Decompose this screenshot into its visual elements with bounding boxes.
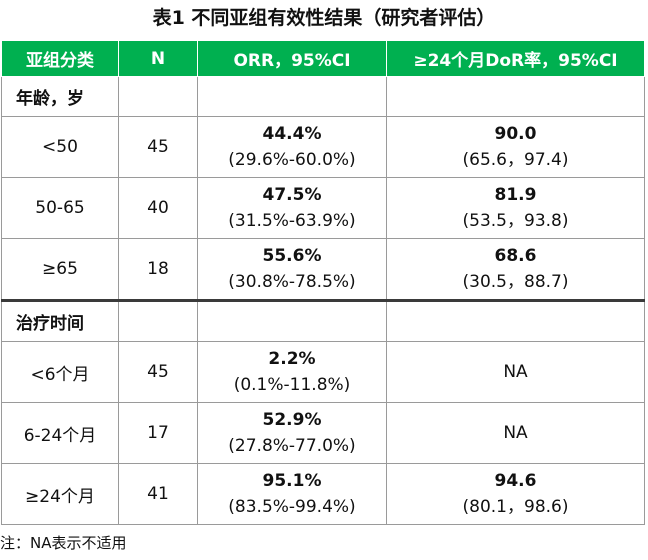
- orr-value: 55.6%: [262, 246, 322, 266]
- orr-ci: (31.5%-63.9%): [228, 211, 356, 231]
- subgroup-cell: ≥24个月: [1, 463, 119, 525]
- orr-value: 95.1%: [262, 471, 322, 491]
- orr-ci: (30.8%-78.5%): [228, 272, 356, 292]
- header-n: N: [118, 40, 198, 77]
- section-row-treatment-time: 治疗时间: [1, 299, 645, 342]
- subgroup-cell: ≥65: [1, 238, 119, 301]
- orr-value: 47.5%: [262, 185, 322, 205]
- dor-cell: 94.6 (80.1，98.6): [386, 463, 645, 525]
- subgroup-efficacy-table: 亚组分类 N ORR，95%CI ≥24个月DoR率，95%CI 年龄，岁 <5…: [1, 40, 645, 525]
- dor-value: 94.6: [494, 471, 537, 491]
- footnote: 注：NA表示不适用: [0, 534, 127, 552]
- orr-cell: 95.1% (83.5%-99.4%): [197, 463, 387, 525]
- n-cell: 45: [118, 341, 198, 403]
- orr-value: 52.9%: [262, 410, 322, 430]
- table-row: <6个月 45 2.2% (0.1%-11.8%) NA: [1, 341, 645, 403]
- orr-cell: 44.4% (29.6%-60.0%): [197, 116, 387, 178]
- dor-ci: (65.6，97.4): [462, 150, 569, 170]
- subgroup-cell: <6个月: [1, 341, 119, 403]
- dor-ci: (30.5，88.7): [462, 272, 569, 292]
- orr-value: 44.4%: [262, 124, 322, 144]
- orr-cell: 52.9% (27.8%-77.0%): [197, 402, 387, 464]
- dor-cell: 81.9 (53.5，93.8): [386, 177, 645, 239]
- dor-cell: NA: [386, 341, 645, 403]
- section-row-age: 年龄，岁: [1, 76, 645, 117]
- dor-value: 68.6: [494, 246, 537, 266]
- table-row: 50-65 40 47.5% (31.5%-63.9%) 81.9 (53.5，…: [1, 177, 645, 239]
- table-row: 6-24个月 17 52.9% (27.8%-77.0%) NA: [1, 402, 645, 464]
- dor-ci: (80.1，98.6): [462, 497, 569, 517]
- orr-ci: (0.1%-11.8%): [233, 375, 351, 395]
- n-cell: 45: [118, 116, 198, 178]
- n-cell: 40: [118, 177, 198, 239]
- subgroup-cell: 50-65: [1, 177, 119, 239]
- orr-value: 2.2%: [268, 349, 316, 369]
- section-label: 治疗时间: [1, 299, 119, 342]
- orr-cell: 47.5% (31.5%-63.9%): [197, 177, 387, 239]
- orr-ci: (83.5%-99.4%): [228, 497, 356, 517]
- header-row: 亚组分类 N ORR，95%CI ≥24个月DoR率，95%CI: [1, 40, 645, 77]
- header-orr: ORR，95%CI: [197, 40, 387, 77]
- dor-cell: 68.6 (30.5，88.7): [386, 238, 645, 301]
- orr-ci: (29.6%-60.0%): [228, 150, 356, 170]
- table-title: 表1 不同亚组有效性结果（研究者评估）: [152, 7, 496, 29]
- orr-cell: 2.2% (0.1%-11.8%): [197, 341, 387, 403]
- dor-value: 90.0: [494, 124, 537, 144]
- orr-cell: 55.6% (30.8%-78.5%): [197, 238, 387, 301]
- orr-ci: (27.8%-77.0%): [228, 436, 356, 456]
- n-cell: 18: [118, 238, 198, 301]
- table-row: ≥65 18 55.6% (30.8%-78.5%) 68.6 (30.5，88…: [1, 238, 645, 301]
- dor-cell: 90.0 (65.6，97.4): [386, 116, 645, 178]
- header-dor: ≥24个月DoR率，95%CI: [386, 40, 645, 77]
- subgroup-cell: 6-24个月: [1, 402, 119, 464]
- dor-cell: NA: [386, 402, 645, 464]
- header-subgroup: 亚组分类: [1, 40, 119, 77]
- subgroup-cell: <50: [1, 116, 119, 178]
- section-label: 年龄，岁: [1, 76, 119, 117]
- n-cell: 17: [118, 402, 198, 464]
- table-row: ≥24个月 41 95.1% (83.5%-99.4%) 94.6 (80.1，…: [1, 463, 645, 525]
- dor-value: 81.9: [494, 185, 537, 205]
- dor-ci: (53.5，93.8): [462, 211, 569, 231]
- table-row: <50 45 44.4% (29.6%-60.0%) 90.0 (65.6，97…: [1, 116, 645, 178]
- n-cell: 41: [118, 463, 198, 525]
